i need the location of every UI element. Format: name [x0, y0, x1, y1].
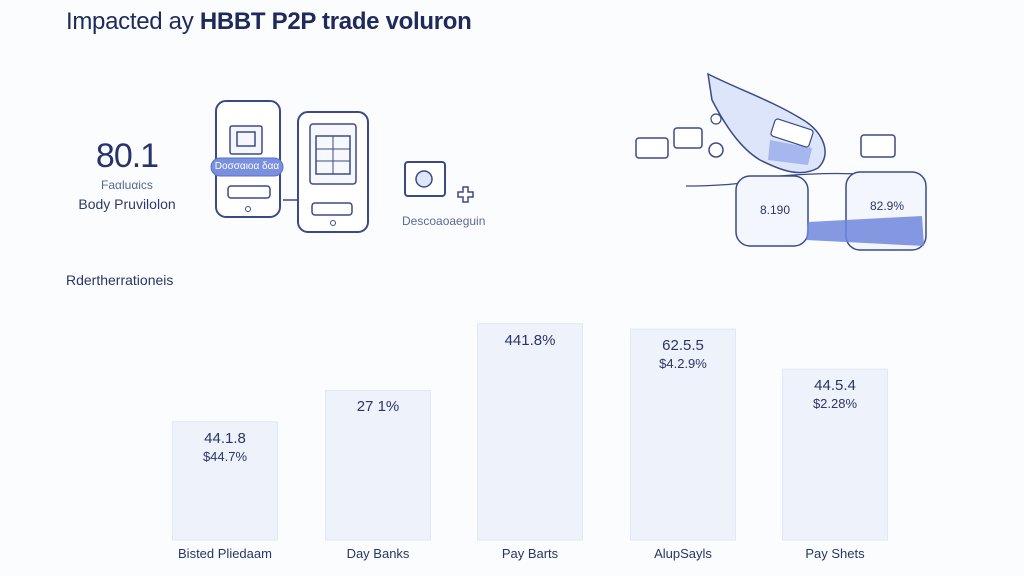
category-label: AlupSayls	[654, 546, 712, 561]
metric-label: Body Pruvilolon	[78, 196, 176, 212]
bar-value-label: 27 1%	[326, 398, 431, 415]
hand-device-icon	[635, 72, 927, 251]
bar-value: 44.1.8	[204, 429, 246, 447]
card-left-value: 8.190	[760, 203, 791, 217]
bar-value-label: 44.5.4 $2.28%	[783, 377, 888, 411]
device-icon	[404, 161, 474, 203]
plus-icon	[457, 186, 474, 203]
illustration-caption: Descoaoaeguin	[402, 214, 486, 228]
phone-chip-label: Dοσσαιοα δαα	[214, 161, 280, 172]
category-label: Pay Barts	[501, 546, 559, 561]
card-right-value: 82.9%	[870, 199, 905, 213]
title-light: Impacted ay	[66, 8, 200, 35]
category-label: Day Banks	[346, 546, 410, 561]
bar-value: 62.5.5	[662, 337, 704, 355]
illustration	[210, 72, 927, 251]
bar-5	[782, 368, 888, 541]
phone-right-icon	[297, 111, 369, 233]
bar-sub-value: $2.28%	[812, 396, 858, 412]
bar-2	[325, 389, 431, 541]
bar-4	[630, 328, 736, 541]
bar-1	[172, 421, 278, 541]
page-title: Impacted ay HBBT P2P trade voluron	[66, 8, 472, 36]
category-label: Bisted Pliedaam	[178, 546, 272, 561]
bar-value-label: 441.8%	[478, 332, 583, 349]
bar-value-label: 62.5.5 $4.2.9%	[631, 337, 736, 371]
bar-value: 27 1%	[356, 398, 400, 416]
metric-caption: Faαluαics	[101, 178, 153, 192]
section-label: Rdertherrationeis	[66, 272, 174, 288]
metric-card: 80.1 Faαluαics Body Pruvilolon	[62, 136, 192, 212]
bar-value: 44.5.4	[814, 377, 856, 395]
bar-sub-value: $44.7%	[202, 448, 248, 464]
bar-3	[477, 323, 583, 541]
phone-chip-icon	[210, 157, 284, 177]
bar-value: 441.8%	[504, 331, 556, 349]
metric-value: 80.1	[95, 137, 159, 175]
bar-value-label: 44.1.8 $44.7%	[173, 430, 278, 464]
category-label: Pay Shets	[805, 546, 865, 561]
bar-sub-value: $4.2.9%	[659, 356, 707, 372]
title-bold: HBBT P2P trade voluron	[199, 8, 472, 35]
